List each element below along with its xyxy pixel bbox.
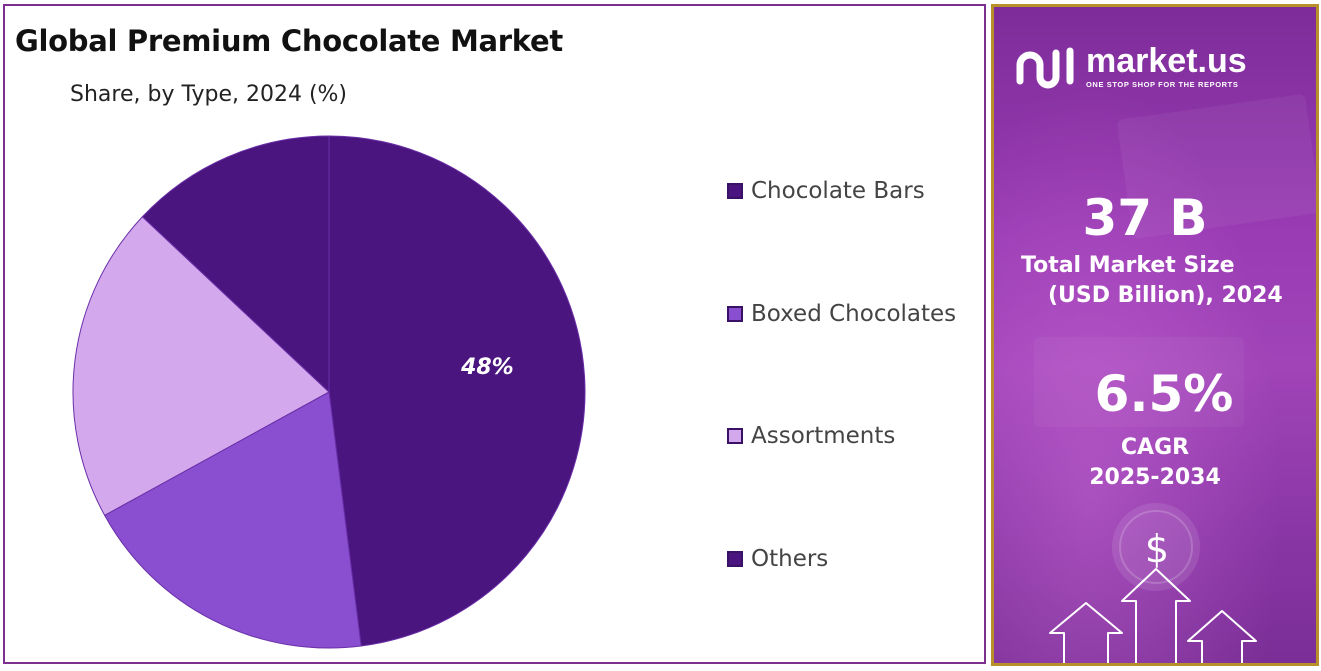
up-arrow-icon (1049, 602, 1123, 663)
chart-panel: Global Premium Chocolate Market Share, b… (3, 4, 986, 664)
legend-swatch-boxed-chocolates (727, 306, 743, 322)
chart-subtitle: Share, by Type, 2024 (%) (70, 82, 348, 107)
market-size-label-line1: Total Market Size (1021, 253, 1235, 278)
brand-tagline: ONE STOP SHOP FOR THE REPORTS (1086, 79, 1239, 89)
background-glow (994, 7, 1316, 663)
legend-item-chocolate-bars: Chocolate Bars (727, 178, 925, 204)
pie-chart: 48% (72, 135, 586, 649)
panel-decoration: $ (1034, 94, 1316, 663)
dollar-symbol: $ (1145, 527, 1169, 571)
brand: market.us ONE STOP SHOP FOR THE REPORTS (1014, 43, 1247, 89)
market-size-value: 37 B (1082, 189, 1208, 247)
pie-slice-others (141, 135, 330, 394)
market-size-label-line2: (USD Billion), 2024 (1048, 283, 1283, 308)
up-arrow-icon (1187, 610, 1257, 663)
brand-name: market.us (1086, 41, 1247, 80)
legend-swatch-others (727, 551, 743, 567)
legend-item-assortments: Assortments (727, 423, 895, 449)
cagr-period: 2025-2034 (1089, 465, 1221, 490)
summary-panel: $ market.us ONE STOP SHOP FOR THE REPORT… (991, 4, 1319, 666)
coin-icon (1112, 503, 1200, 591)
market-us-logo-icon (1016, 47, 1074, 89)
cagr-value: 6.5% (1094, 365, 1234, 423)
pie-slice-boxed-chocolates (103, 391, 362, 649)
legend: Chocolate Bars Boxed Chocolates Assortme… (727, 6, 987, 666)
legend-item-others: Others (727, 546, 828, 572)
legend-swatch-assortments (727, 428, 743, 444)
legend-swatch-chocolate-bars (727, 183, 743, 199)
pie-slice-assortments (72, 216, 330, 517)
up-arrow-icon (1121, 568, 1191, 663)
legend-label-boxed-chocolates: Boxed Chocolates (751, 301, 957, 327)
data-label-chocolate-bars: 48% (460, 355, 514, 380)
legend-label-chocolate-bars: Chocolate Bars (751, 178, 925, 204)
pie-slice-chocolate-bars (328, 135, 586, 647)
legend-label-assortments: Assortments (751, 423, 896, 449)
legend-item-boxed-chocolates: Boxed Chocolates (727, 301, 956, 327)
chart-title: Global Premium Chocolate Market (15, 24, 563, 58)
cagr-label: CAGR (1120, 435, 1190, 460)
legend-label-others: Others (751, 546, 829, 572)
